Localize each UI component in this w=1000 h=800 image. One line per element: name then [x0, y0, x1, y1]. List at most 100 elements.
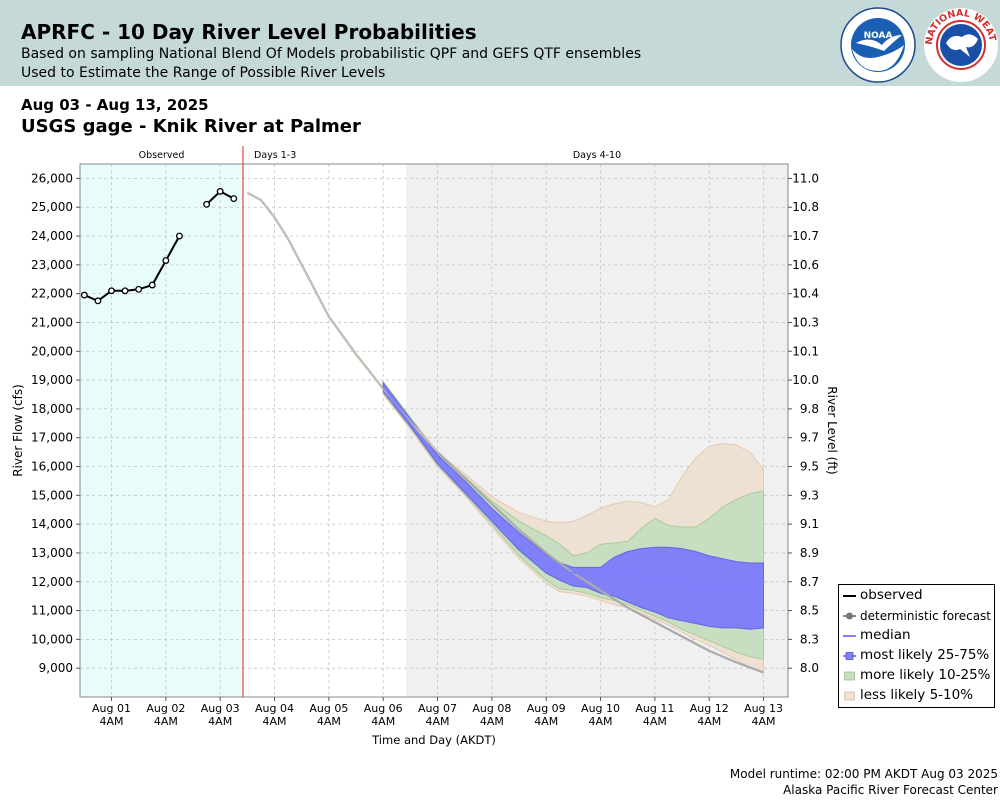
legend-label-median: median: [860, 627, 911, 643]
axes: [76, 146, 792, 701]
legend-item-25-75: most likely 25-75%: [839, 646, 994, 666]
legend-label-deterministic: deterministic forecast: [860, 609, 992, 623]
x-tick-date-label: Aug 10: [581, 702, 620, 715]
y-right-tick-label: 8.3: [800, 632, 819, 646]
y-right-tick-label: 9.1: [800, 517, 819, 531]
observed-point: [94, 297, 102, 305]
model-runtime: Model runtime: 02:00 PM AKDT Aug 03 2025: [729, 767, 998, 781]
y-tick-label: 10,000: [31, 632, 73, 646]
x-tick-time-label: 4AM: [263, 715, 287, 728]
legend-symbol-observed: [843, 595, 856, 597]
y-right-tick-label: 8.0: [800, 661, 819, 675]
y-tick-label: 22,000: [31, 287, 73, 301]
y-tick-label: 18,000: [31, 402, 73, 416]
legend-symbol-25-75: [843, 652, 856, 660]
y-right-tick-label: 8.5: [800, 604, 819, 618]
period-label-observed: Observed: [139, 150, 185, 161]
legend-item-5-10: less likely 5-10%: [839, 686, 994, 706]
header-banner: APRFC - 10 Day River Level Probabilities…: [0, 0, 1000, 86]
page-title: APRFC - 10 Day River Level Probabilities: [21, 20, 477, 44]
y-right-tick-label: 10.6: [792, 258, 819, 272]
legend-label-10-25: more likely 10-25%: [860, 667, 991, 683]
y-tick-label: 21,000: [31, 315, 73, 329]
y-right-tick-label: 10.1: [792, 344, 819, 358]
band-25-75: [382, 381, 764, 630]
y-right-tick-label: 8.7: [800, 575, 819, 589]
x-tick-date-label: Aug 11: [635, 702, 674, 715]
river-level-chart: 9,000 10,000 11,000 12,000 13,000 14,000 15,00…: [11, 146, 839, 747]
y-tick-label: 17,000: [31, 431, 73, 445]
observed-point: [230, 195, 238, 203]
subtitle-line-2: Used to Estimate the Range of Possible R…: [21, 65, 386, 81]
x-tick-time-label: 4AM: [589, 715, 613, 728]
y-tick-label: 20,000: [31, 344, 73, 358]
y-tick-label: 9,000: [39, 661, 73, 675]
y-right-tick-label: 10.4: [792, 287, 819, 301]
x-tick-time-label: 4AM: [480, 715, 504, 728]
observed-point: [175, 232, 183, 240]
x-axis-title: Time and Day (AKDT): [371, 733, 496, 747]
legend-label-observed: observed: [860, 587, 923, 603]
x-tick-time-label: 4AM: [534, 715, 558, 728]
x-tick-date-label: Aug 01: [92, 702, 131, 715]
observed-point: [148, 281, 156, 289]
plot-frame: [79, 163, 789, 698]
x-tick-date-label: Aug 06: [364, 702, 403, 715]
x-tick-time-label: 4AM: [100, 715, 124, 728]
y-right-tick-label: 9.5: [800, 460, 819, 474]
x-tick-date-label: Aug 08: [472, 702, 511, 715]
y-right-axis-title: River Level (ft): [825, 386, 839, 474]
y-right-tick-label: 10.0: [792, 373, 819, 387]
observed-point: [135, 285, 143, 293]
y-right-tick-label: 9.3: [800, 488, 819, 502]
legend-label-25-75: most likely 25-75%: [860, 647, 990, 663]
x-tick-date-label: Aug 05: [309, 702, 348, 715]
y-tick-label: 24,000: [31, 229, 73, 243]
x-tick-date-label: Aug 12: [690, 702, 729, 715]
noaa-logo: NOAA: [840, 7, 916, 83]
y-tick-label: 26,000: [31, 171, 73, 185]
observed-point: [80, 291, 88, 299]
x-tick-time-label: 4AM: [697, 715, 721, 728]
series-lines: [80, 187, 764, 674]
x-tick-time-label: 4AM: [643, 715, 667, 728]
chart-legend: observed deterministic forecast median m…: [838, 584, 995, 708]
y-right-tick-label: 10.7: [792, 229, 819, 243]
observed-point: [108, 287, 115, 295]
legend-item-deterministic: deterministic forecast: [839, 606, 994, 626]
legend-item-observed: observed: [839, 586, 994, 606]
y-tick-label: 16,000: [31, 460, 73, 474]
observed-point: [216, 187, 224, 195]
y-tick-label: 19,000: [31, 373, 73, 387]
y-tick-label: 23,000: [31, 258, 73, 272]
x-tick-time-label: 4AM: [154, 715, 178, 728]
x-tick-date-label: Aug 09: [527, 702, 566, 715]
legend-symbol-deterministic: [843, 612, 856, 620]
median-line: [382, 386, 764, 590]
observed-point: [162, 257, 170, 264]
x-tick-date-label: Aug 13: [744, 702, 783, 715]
y-tick-label: 13,000: [31, 546, 73, 560]
legend-symbol-10-25: [844, 671, 855, 681]
x-tick-time-label: 4AM: [752, 715, 776, 728]
observed-point: [203, 200, 211, 208]
period-label-days-4-10: Days 4-10: [573, 150, 621, 161]
y-axis-title: River Flow (cfs): [11, 384, 25, 477]
x-tick-date-label: Aug 07: [418, 702, 457, 715]
y-tick-label: 25,000: [31, 200, 73, 214]
x-tick-date-label: Aug 02: [146, 702, 185, 715]
y-tick-label: 12,000: [31, 575, 73, 589]
x-tick-time-label: 4AM: [371, 715, 395, 728]
x-tick-date-label: Aug 04: [255, 702, 294, 715]
x-tick-date-label: Aug 03: [201, 702, 240, 715]
legend-symbol-5-10: [844, 691, 855, 701]
nws-logo: NATIONAL WEATHER SERVICE: [922, 3, 998, 82]
date-range: Aug 03 - Aug 13, 2025: [21, 96, 209, 114]
y-tick-label: 15,000: [31, 488, 73, 502]
observed-period-background: [80, 164, 244, 697]
y-tick-label: 14,000: [31, 517, 73, 531]
x-tick-time-label: 4AM: [208, 715, 232, 728]
observed-point: [121, 287, 129, 295]
x-tick-time-label: 4AM: [426, 715, 450, 728]
y-tick-label: 11,000: [31, 604, 73, 618]
